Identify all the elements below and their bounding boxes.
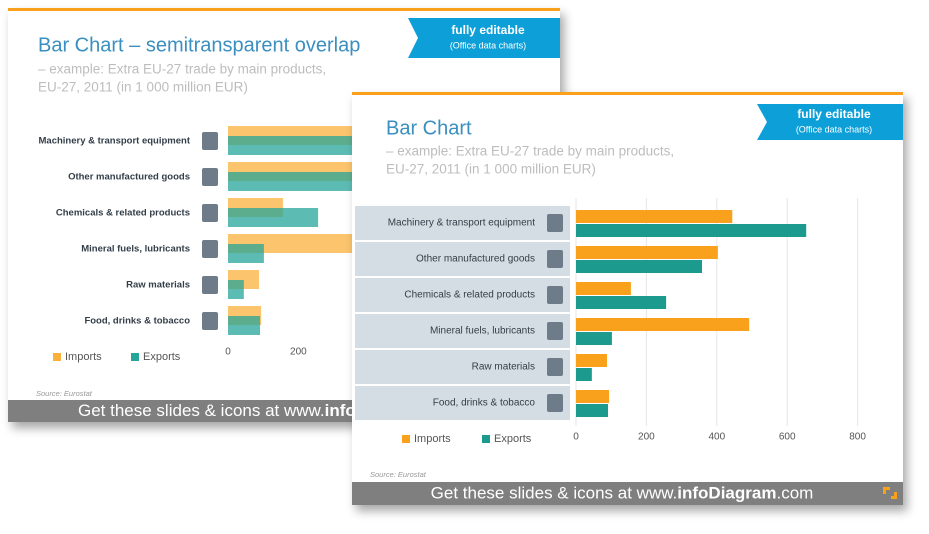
bar	[228, 280, 244, 299]
slide-content: Bar Chart – example: Extra EU-27 trade by…	[352, 92, 903, 505]
category-icon	[202, 132, 218, 150]
bar	[228, 244, 264, 263]
footer-part: infoDiagram	[677, 484, 776, 503]
row-panel	[355, 386, 570, 420]
legend-label: Imports	[65, 351, 102, 363]
category-label: Food, drinks & tobacco	[433, 398, 536, 409]
bar	[576, 404, 609, 417]
legend-swatch	[53, 353, 61, 361]
category-icon	[202, 312, 218, 330]
x-tick-label: 600	[779, 432, 796, 443]
badge-note: (Office data charts)	[450, 40, 526, 50]
badge-note: (Office data charts)	[796, 124, 872, 134]
bar	[576, 368, 592, 381]
x-tick-label: 200	[290, 347, 307, 358]
footer-part: .com	[776, 484, 813, 503]
category-label: Raw materials	[126, 280, 190, 291]
category-label: Food, drinks & tobacco	[84, 316, 190, 327]
row-panel	[355, 206, 570, 240]
category-icon	[202, 240, 218, 258]
slide-subtitle: EU-27, 2011 (in 1 000 million EUR)	[38, 80, 248, 95]
x-tick-label: 800	[849, 432, 866, 443]
x-tick-label: 0	[573, 432, 579, 443]
footer-part: Get these slides & icons at www.	[431, 484, 678, 503]
legend-label: Exports	[143, 351, 181, 363]
category-label: Other manufactured goods	[68, 172, 190, 183]
category-label: Chemicals & related products	[56, 208, 190, 219]
badge-text: fully editable	[451, 23, 525, 37]
badge-shape	[408, 18, 560, 58]
bar	[576, 246, 718, 259]
bar	[576, 318, 750, 331]
category-label: Machinery & transport equipment	[39, 136, 191, 147]
slide-subtitle: – example: Extra EU-27 trade by main pro…	[386, 144, 674, 159]
x-tick-label: 0	[225, 347, 231, 358]
bar	[228, 316, 261, 335]
category-icon	[547, 286, 563, 304]
legend-swatch	[131, 353, 139, 361]
source-note: Source: Eurostat	[370, 470, 427, 479]
slide-title: Bar Chart	[386, 117, 472, 139]
slide-title: Bar Chart – semitransparent overlap	[38, 34, 360, 56]
footer-part: Get these slides & icons at www.	[78, 401, 325, 420]
category-label: Chemicals & related products	[404, 290, 535, 301]
top-accent	[8, 8, 560, 11]
category-icon	[202, 276, 218, 294]
row-panel	[355, 350, 570, 384]
bar	[576, 260, 703, 273]
bar	[576, 210, 733, 223]
category-icon	[202, 204, 218, 222]
category-label: Raw materials	[472, 362, 535, 373]
legend-label: Imports	[414, 433, 451, 445]
category-icon	[547, 322, 563, 340]
bar	[576, 390, 610, 403]
slide: Bar Chart – example: Extra EU-27 trade by…	[352, 92, 903, 505]
row-panel	[355, 314, 570, 348]
badge-shape	[757, 104, 903, 140]
category-label: Mineral fuels, lubricants	[81, 244, 190, 255]
legend-label: Exports	[494, 433, 532, 445]
legend-swatch	[402, 435, 410, 443]
bar	[576, 224, 807, 237]
slide-subtitle: – example: Extra EU-27 trade by main pro…	[38, 62, 326, 77]
category-icon	[547, 358, 563, 376]
category-icon	[547, 250, 563, 268]
bar	[576, 332, 612, 345]
footer-logo	[883, 487, 897, 499]
badge-text: fully editable	[797, 107, 871, 121]
x-tick-label: 400	[708, 432, 725, 443]
footer-bar	[352, 482, 903, 505]
category-label: Machinery & transport equipment	[388, 218, 536, 229]
top-accent	[352, 92, 903, 95]
bar	[228, 172, 355, 191]
category-icon	[547, 214, 563, 232]
bar	[576, 282, 631, 295]
category-icon	[202, 168, 218, 186]
category-label: Other manufactured goods	[416, 254, 535, 265]
bar	[576, 296, 667, 309]
source-note: Source: Eurostat	[36, 389, 93, 398]
x-tick-label: 200	[638, 432, 655, 443]
legend-swatch	[482, 435, 490, 443]
category-label: Mineral fuels, lubricants	[430, 326, 535, 337]
bar	[576, 354, 607, 367]
bar	[228, 208, 319, 227]
row-panel	[355, 278, 570, 312]
slide-subtitle: EU-27, 2011 (in 1 000 million EUR)	[386, 162, 596, 177]
row-panel	[355, 242, 570, 276]
footer-text: Get these slides & icons at www.infoDiag…	[431, 484, 814, 503]
category-icon	[547, 394, 563, 412]
